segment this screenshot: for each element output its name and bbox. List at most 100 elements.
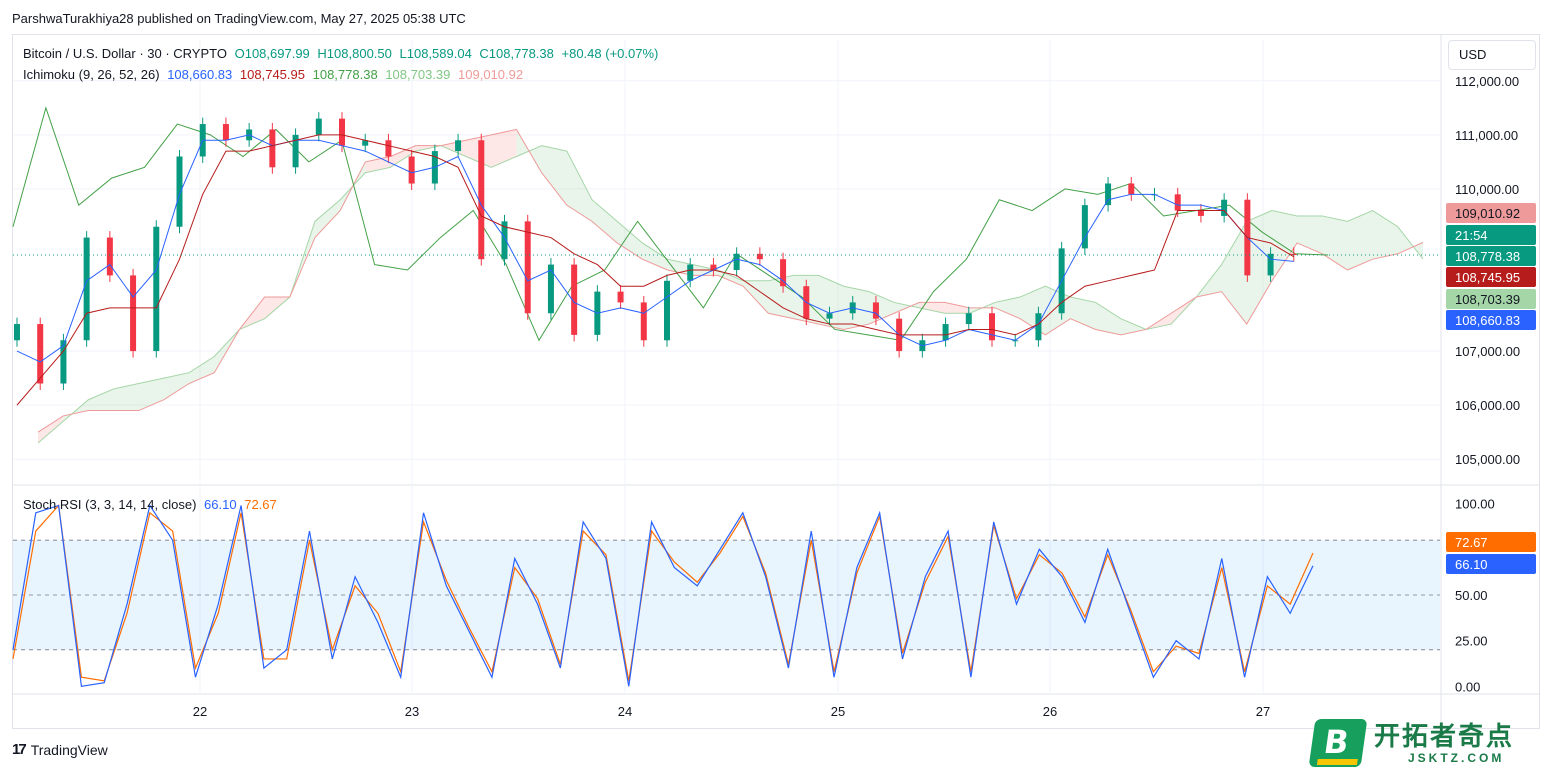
kumo-cloud-segment [994,297,1021,319]
kumo-cloud-segment [1045,286,1071,335]
candle-body [687,264,694,281]
candle-body [339,118,345,146]
time-tick-label: 22 [193,704,207,719]
candle-body [710,264,717,270]
ichimoku-kijun-value: 108,745.95 [239,67,305,82]
tag-close-bg [1446,246,1536,266]
candle-body [478,140,485,260]
time-tick-label: 26 [1043,704,1057,719]
candle-body [617,291,624,303]
time-tick-label: 23 [405,704,419,719]
senkou-span-a-line [37,145,1424,444]
price-tick-label: 107,000.00 [1455,344,1520,359]
chart-frame [12,34,1540,729]
price-tick-label: 110,000.00 [1455,182,1519,197]
candle-body [733,253,740,270]
tag-stoch-d-bg [1446,532,1536,552]
stoch-tick-label: 25.00 [1455,634,1488,649]
kumo-cloud-segment [88,388,114,411]
stoch-k-line [12,503,1314,688]
candle-body [780,259,787,287]
kumo-cloud-segment [491,129,517,168]
candle-body [942,324,949,341]
published-caption: ParshwaTurakhiya28 published on TradingV… [12,11,466,26]
candle-body [1128,183,1135,195]
candle-body [640,302,647,341]
stoch-d-value: 72.67 [244,497,277,512]
stoch-tick-label: 0.00 [1455,679,1480,694]
symbol-legend: Bitcoin / U.S. Dollar · 30 · CRYPTO O108… [23,46,662,61]
tag-kijun-bg [1446,267,1536,287]
kumo-cloud-segment [390,145,416,168]
price-tick-label: 106,000.00 [1455,398,1520,413]
kumo-cloud-segment [743,280,769,314]
currency-button[interactable]: USD [1448,40,1536,70]
kumo-cloud-segment [843,286,869,330]
candle-body [1174,194,1181,211]
kumo-cloud-segment [163,372,190,400]
ichimoku-spanb-value: 109,010.92 [458,67,524,82]
candle-body [385,140,392,157]
kumo-cloud-segment [592,199,618,243]
tradingview-logo[interactable]: 17 TradingView [12,741,108,758]
tag-senkou-a: 108,703.39 [1455,292,1520,307]
kumo-cloud-segment [944,302,970,314]
tag-stoch-k-bg [1446,554,1536,574]
kumo-cloud-segment [113,383,139,411]
ohlc-close: C108,778.38 [479,46,554,61]
candle-body [362,140,369,146]
ohlc-low: L108,589.04 [399,46,472,61]
kumo-cloud-segment [919,302,945,314]
tag-countdown-bg [1446,225,1536,245]
kumo-cloud-segment [768,275,794,319]
candle-body [222,124,229,141]
ohlc-open: O108,697.99 [234,46,310,61]
candle-body [269,129,276,168]
kumo-cloud-segment [1297,215,1323,254]
candle-body [83,237,90,341]
ichimoku-label: Ichimoku (9, 26, 52, 26) [23,67,160,82]
ohlc-high: H108,800.50 [317,46,392,61]
candle-body [37,324,44,384]
kumo-cloud-segment [566,151,592,222]
tag-tenkan: 108,660.83 [1455,313,1520,328]
kumo-cloud-segment [1221,221,1247,325]
candle-body [1081,205,1088,249]
time-tick-label: 25 [831,704,845,719]
candle-body [176,156,183,227]
watermark-badge-icon: B [1308,719,1368,767]
candle-body [989,313,995,341]
candle-body [547,264,554,314]
candle-body [524,221,531,314]
tag-senkou-a-bg [1446,289,1536,309]
price-tick-label: 112,000.00 [1455,74,1519,89]
candle-body [664,280,670,341]
kumo-cloud-segment [1095,302,1121,335]
stoch-legend: Stoch RSI (3, 3, 14, 14, close) 66.10 72… [23,497,281,512]
kumo-cloud-segment [541,145,567,206]
candle-body [1290,253,1297,255]
tag-senkou-b: 109,010.92 [1455,206,1520,221]
ichimoku-legend: Ichimoku (9, 26, 52, 26) 108,660.83 108,… [23,67,527,82]
candle-body [153,226,160,352]
tag-stoch-k: 66.10 [1455,557,1488,572]
candle-body [965,313,972,325]
tag-senkou-b-bg [1446,203,1536,223]
time-tick-label: 27 [1256,704,1270,719]
candle-body [1197,210,1204,216]
tag-countdown: 21:54 [1455,228,1488,243]
watermark: B 开拓者奇点 JSKTZ.COM [1308,717,1544,769]
candle-body [292,134,299,168]
candle-body [872,302,879,319]
candle-body [756,253,763,260]
kumo-cloud-segment [617,221,643,260]
stoch-tick-label: 100.00 [1455,497,1495,512]
stoch-k-value: 66.10 [204,497,237,512]
candle-body [408,156,415,184]
kumo-cloud-segment [818,275,844,330]
ichimoku-spana-value: 108,703.39 [385,67,451,82]
candle-body [455,140,462,152]
tag-tenkan-bg [1446,310,1536,330]
watermark-en: JSKTZ.COM [1408,751,1505,765]
